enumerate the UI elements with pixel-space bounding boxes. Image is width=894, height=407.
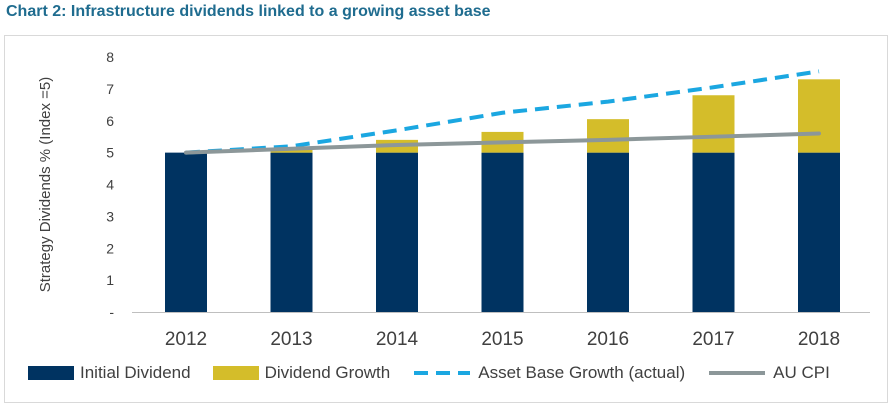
bar-initial-dividend bbox=[798, 152, 840, 312]
x-tick-label: 2016 bbox=[587, 329, 629, 350]
legend-item-au-cpi: AU CPI bbox=[707, 363, 830, 383]
series-line-asset-base-growth bbox=[185, 69, 820, 155]
y-tick-label: 1 bbox=[106, 272, 114, 288]
bar-dividend-growth bbox=[798, 79, 840, 153]
bar-initial-dividend bbox=[376, 152, 418, 312]
bar-initial-dividend bbox=[481, 152, 524, 312]
legend-swatch-au-cpi bbox=[709, 371, 766, 375]
legend: Initial Dividend Dividend Growth Asset B… bbox=[28, 361, 830, 385]
legend-label-au-cpi: AU CPI bbox=[773, 363, 830, 382]
bar-initial-dividend bbox=[692, 152, 735, 312]
legend-label-initial-dividend: Initial Dividend bbox=[80, 363, 191, 382]
y-tick-label: - bbox=[109, 304, 114, 320]
y-tick-label: 8 bbox=[106, 49, 114, 65]
legend-label-dividend-growth: Dividend Growth bbox=[264, 363, 391, 382]
bar-initial-dividend bbox=[587, 152, 629, 312]
x-tick-label: 2018 bbox=[798, 329, 840, 350]
y-tick-label: 5 bbox=[106, 145, 114, 161]
bar-dividend-growth bbox=[270, 149, 313, 153]
x-tick-label: 2015 bbox=[481, 329, 523, 350]
legend-item-dividend-growth: Dividend Growth bbox=[212, 363, 391, 383]
y-tick-label: 2 bbox=[106, 240, 114, 256]
series-line-au-cpi bbox=[184, 131, 821, 155]
y-axis-label: Strategy Dividends % (Index =5) bbox=[37, 77, 54, 293]
legend-swatch-initial-dividend bbox=[28, 366, 74, 380]
legend-item-asset-base-growth: Asset Base Growth (actual) bbox=[412, 363, 685, 383]
chart-frame bbox=[4, 35, 888, 403]
legend-label-asset-base-growth: Asset Base Growth (actual) bbox=[478, 363, 686, 382]
x-tick-label: 2017 bbox=[692, 329, 734, 350]
x-tick-label: 2014 bbox=[376, 329, 419, 350]
y-tick-label: 6 bbox=[106, 113, 114, 129]
legend-swatch-dividend-growth bbox=[212, 366, 259, 380]
bar-dividend-growth bbox=[587, 119, 629, 153]
y-tick-label: 4 bbox=[106, 177, 114, 193]
x-tick-label: 2012 bbox=[165, 329, 207, 350]
x-tick-label: 2013 bbox=[270, 329, 312, 350]
y-tick-label: 3 bbox=[106, 208, 114, 224]
bar-initial-dividend bbox=[165, 152, 207, 312]
bar-initial-dividend bbox=[270, 152, 313, 312]
y-tick-label: 7 bbox=[106, 81, 114, 97]
bar-dividend-growth bbox=[692, 95, 735, 153]
chart-title: Chart 2: Infrastructure dividends linked… bbox=[6, 3, 491, 20]
legend-item-initial-dividend: Initial Dividend bbox=[28, 363, 191, 383]
legend-swatch-asset-base-growth bbox=[414, 371, 471, 375]
